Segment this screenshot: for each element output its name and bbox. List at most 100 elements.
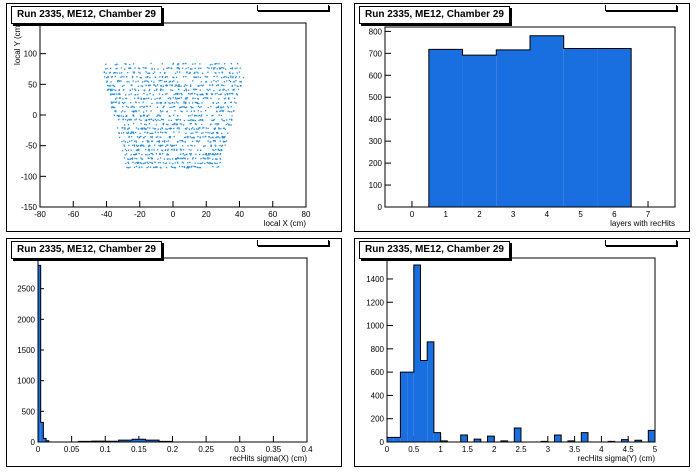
- scatter-point: [235, 80, 237, 82]
- scatter-point: [175, 144, 177, 146]
- scatter-point: [130, 136, 133, 138]
- scatter-point: [131, 110, 133, 113]
- scatter-point: [142, 85, 144, 87]
- scatter-point: [237, 85, 239, 87]
- scatter-point: [190, 166, 193, 168]
- scatter-point: [168, 136, 170, 138]
- scatter-point: [111, 102, 113, 104]
- y-tick-label: 400: [371, 391, 385, 400]
- scatter-point: [135, 153, 138, 155]
- scatter-point: [135, 165, 138, 168]
- scatter-point: [209, 132, 211, 134]
- scatter-point: [170, 67, 172, 69]
- scatter-point: [175, 158, 177, 160]
- scatter-point: [215, 137, 217, 139]
- scatter-point: [136, 161, 138, 164]
- scatter-point: [171, 124, 174, 126]
- scatter-point: [185, 90, 187, 92]
- scatter-point: [123, 144, 125, 146]
- scatter-point: [157, 102, 159, 104]
- scatter-point: [113, 101, 115, 103]
- scatter-point: [133, 166, 136, 169]
- hist-bar: [496, 49, 530, 207]
- scatter-point: [184, 140, 186, 143]
- scatter-point: [214, 140, 216, 142]
- scatter-point: [177, 115, 179, 117]
- scatter-point: [238, 71, 240, 73]
- scatter-point: [167, 148, 169, 150]
- scatter-point: [194, 119, 196, 122]
- scatter-point: [227, 97, 230, 99]
- scatter-point: [140, 98, 142, 100]
- scatter-point: [144, 119, 147, 121]
- scatter-point: [225, 76, 228, 78]
- scatter-point: [118, 114, 120, 117]
- x-tick-label: -20: [134, 210, 146, 219]
- scatter-point: [201, 119, 204, 121]
- scatter-point: [200, 149, 202, 151]
- scatter-point: [236, 93, 238, 95]
- scatter-point: [196, 166, 198, 169]
- scatter-point: [157, 68, 159, 70]
- y-tick-label: 200: [371, 415, 385, 424]
- scatter-point: [212, 149, 214, 151]
- scatter-point: [190, 132, 192, 135]
- scatter-point: [177, 102, 179, 104]
- scatter-point: [148, 144, 150, 146]
- scatter-point: [153, 166, 155, 168]
- scatter-point: [120, 132, 123, 134]
- scatter-point: [158, 140, 161, 142]
- scatter-point: [202, 127, 204, 129]
- hist-bar: [46, 440, 49, 442]
- scatter-point: [131, 140, 133, 142]
- scatter-point: [141, 153, 143, 156]
- y-tick-label: 600: [369, 71, 383, 80]
- scatter-point: [175, 98, 177, 100]
- scatter-point: [157, 158, 159, 160]
- scatter-point: [140, 115, 142, 117]
- scatter-point: [121, 150, 124, 152]
- scatter-point: [193, 128, 195, 130]
- scatter-point: [235, 76, 237, 78]
- scatter-point: [103, 71, 105, 73]
- scatter-point: [161, 128, 163, 130]
- scatter-point: [155, 85, 157, 87]
- scatter-point: [134, 119, 136, 121]
- scatter-point: [162, 132, 164, 134]
- scatter-point: [225, 140, 228, 142]
- scatter-point: [159, 162, 161, 164]
- scatter-point: [150, 80, 153, 82]
- scatter-point: [150, 110, 152, 112]
- scatter-point: [159, 128, 162, 130]
- scatter-point: [160, 131, 162, 133]
- scatter-point: [113, 89, 115, 91]
- scatter-point: [184, 158, 186, 160]
- scatter-point: [173, 106, 175, 108]
- scatter-point: [147, 75, 149, 78]
- scatter-point: [231, 67, 233, 69]
- scatter-point: [199, 106, 201, 109]
- scatter-point: [208, 67, 210, 69]
- scatter-point: [172, 63, 174, 65]
- scatter-point: [156, 140, 158, 143]
- scatter-point: [114, 93, 116, 95]
- scatter-point: [174, 166, 176, 169]
- scatter-point: [193, 110, 196, 112]
- scatter-point: [176, 149, 178, 151]
- scatter-point: [134, 162, 136, 164]
- scatter-point: [190, 154, 192, 156]
- scatter-point: [145, 67, 147, 69]
- scatter-point: [187, 162, 189, 164]
- scatter-point: [234, 77, 237, 79]
- scatter-point: [197, 166, 199, 168]
- scatter-point: [160, 111, 162, 113]
- scatter-point: [113, 106, 116, 109]
- scatter-point: [193, 119, 195, 121]
- scatter-point: [135, 94, 137, 96]
- scatter-point: [177, 63, 180, 65]
- scatter-point: [133, 154, 135, 156]
- scatter-point: [198, 114, 201, 117]
- scatter-point: [172, 145, 174, 147]
- scatter-point: [194, 63, 196, 65]
- scatter-point: [213, 119, 215, 121]
